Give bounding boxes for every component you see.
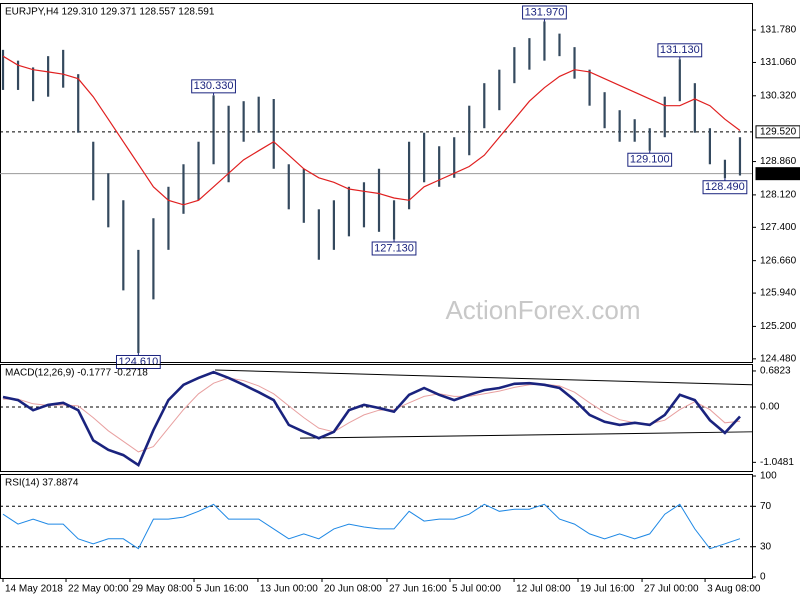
annotation-label: 127.130 [374, 242, 414, 254]
annotation-label: 131.130 [660, 44, 700, 56]
y-tick-label: 130.320 [760, 90, 797, 101]
x-tick-label: 20 Jun 08:00 [324, 584, 382, 595]
level-label: 128.591 [760, 168, 797, 179]
annotation-label: 130.330 [194, 80, 234, 92]
annotation-label: 124.610 [118, 356, 158, 368]
y-tick-label: 30 [760, 541, 772, 552]
y-tick-label: 131.060 [760, 57, 797, 68]
watermark: ActionForex.com [445, 295, 640, 325]
trendline [215, 369, 753, 386]
x-tick-label: 27 Jun 16:00 [389, 584, 447, 595]
annotation-label: 131.970 [525, 6, 565, 18]
x-tick-label: 22 May 00:00 [68, 584, 129, 595]
y-tick-label: 125.940 [760, 288, 797, 299]
annotation-box [191, 79, 236, 94]
series-line [2, 370, 741, 468]
x-tick-label: 12 Jul 08:00 [516, 584, 571, 595]
annotation-label: 128.490 [705, 181, 745, 193]
series-line [3, 377, 741, 453]
y-tick-label: 127.400 [760, 222, 797, 233]
x-tick-label: 5 Jul 00:00 [452, 584, 501, 595]
x-tick-label: 5 Jun 16:00 [196, 584, 249, 595]
y-tick-label: 0 [760, 572, 766, 583]
y-tick-label: 124.480 [760, 353, 797, 364]
y-tick-label: 0.6823 [760, 366, 791, 377]
y-tick-label: 126.660 [760, 255, 797, 266]
x-tick-label: 3 Aug 08:00 [707, 584, 761, 595]
annotation-box [702, 180, 748, 195]
moving-average [2, 55, 741, 206]
level-box [755, 167, 800, 181]
y-tick-label: 131.780 [760, 25, 797, 36]
annotation-label: 129.100 [630, 154, 670, 166]
y-tick-label: -1.0481 [760, 457, 794, 468]
y-tick-label: 70 [760, 501, 772, 512]
annotation-box [522, 5, 567, 20]
level-box [755, 125, 800, 139]
panel-frame [0, 364, 753, 472]
x-tick-label: 13 Jun 00:00 [260, 584, 318, 595]
x-tick-label: 19 Jul 16:00 [580, 584, 635, 595]
trendline [300, 431, 753, 439]
annotation-box [371, 241, 417, 256]
series-line [2, 503, 741, 550]
x-tick-label: 27 Jul 00:00 [644, 584, 699, 595]
level-label: 129.520 [760, 126, 797, 137]
panel-title: RSI(14) 37.8874 [5, 478, 79, 489]
annotation-box [115, 354, 161, 369]
y-tick-label: 128.860 [760, 156, 797, 167]
y-tick-label: 128.120 [760, 190, 797, 201]
y-tick-label: 100 [760, 471, 777, 482]
x-tick-label: 29 May 08:00 [132, 584, 193, 595]
y-tick-label: 125.200 [760, 321, 797, 332]
x-tick-label: 14 May 2018 [5, 584, 63, 595]
annotation-box [627, 152, 673, 167]
panel-frame [0, 3, 753, 363]
annotation-box [657, 43, 703, 58]
y-tick-label: 0.00 [760, 402, 780, 413]
panel-title: EURJPY,H4 129.310 129.371 128.557 128.59… [5, 7, 215, 18]
panel-title: MACD(12,26,9) -0.1777 -0.2718 [5, 368, 148, 379]
panel-frame [0, 474, 753, 579]
